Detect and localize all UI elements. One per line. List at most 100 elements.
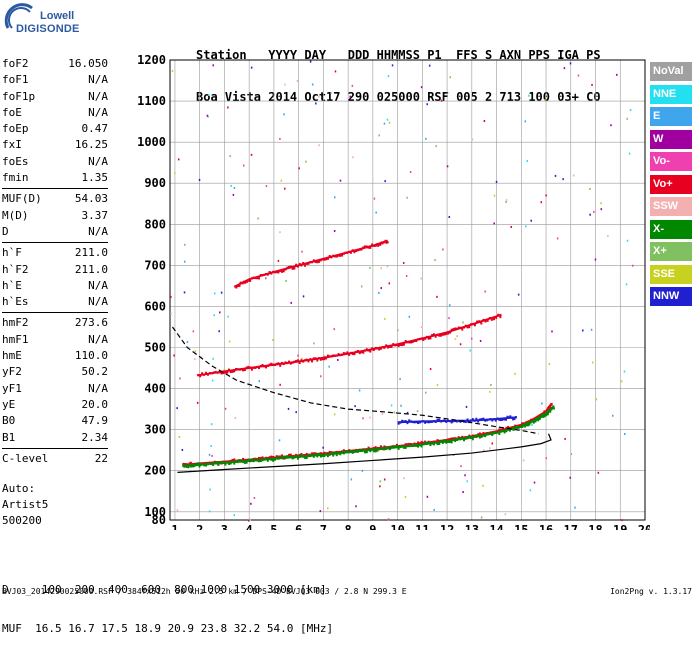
trace-point — [409, 341, 412, 344]
noise-dot — [378, 291, 380, 294]
trace-point — [378, 348, 381, 351]
x-tick-label: 6 — [295, 523, 302, 530]
trace-point — [316, 455, 319, 458]
noise-dot — [242, 164, 245, 167]
logo-lowell-text: Lowell — [40, 10, 75, 22]
trace-point — [401, 419, 404, 422]
param-row: foF1p N/A — [2, 89, 108, 105]
noise-dot — [533, 481, 536, 484]
noise-dot — [522, 459, 525, 462]
trace-point — [348, 353, 351, 356]
trace-point — [385, 446, 388, 449]
noise-dot — [208, 510, 211, 513]
param-row: h`E N/A — [2, 278, 108, 294]
y-tick-label: 700 — [144, 258, 166, 272]
trace-point — [204, 464, 207, 467]
noise-dot — [287, 407, 290, 410]
param-value: 3.37 — [81, 208, 109, 222]
trace-point — [189, 465, 192, 468]
x-tick-label: 11 — [415, 523, 429, 530]
noise-dot — [265, 185, 268, 188]
param-name: C-level — [2, 451, 49, 465]
param-name: h`F — [2, 246, 22, 260]
noise-dot — [541, 402, 543, 405]
param-value: 211.0 — [74, 262, 108, 276]
trace-point — [282, 455, 285, 458]
trace-point — [280, 454, 283, 457]
param-row: yE 20.0 — [2, 397, 108, 413]
noise-dot — [174, 172, 176, 175]
param-value: 273.6 — [74, 316, 108, 330]
noise-dot — [462, 321, 464, 324]
trace-point — [321, 454, 324, 457]
noise-dot — [373, 197, 376, 200]
trace-point — [480, 322, 483, 325]
noise-dot — [590, 328, 593, 331]
noise-dot — [517, 293, 520, 296]
trace-point — [326, 354, 329, 357]
noise-dot — [296, 80, 299, 83]
trace-point — [243, 368, 246, 371]
param-row: h`Es N/A — [2, 294, 108, 310]
trace-point — [351, 352, 354, 356]
trace-point — [427, 337, 430, 340]
noise-dot — [333, 328, 335, 331]
trace-point — [505, 418, 508, 421]
param-value: N/A — [88, 278, 108, 292]
trace-point — [498, 428, 501, 431]
trace-point — [499, 315, 502, 319]
noise-dot — [479, 339, 482, 342]
noise-dot — [284, 187, 286, 190]
trace-point — [417, 445, 420, 448]
noise-dot — [420, 277, 422, 280]
trace-point — [367, 447, 370, 451]
muf-frequency-row: MUF 16.5 16.7 17.5 18.9 20.9 23.8 32.2 5… — [2, 622, 334, 635]
trace-point — [513, 417, 516, 420]
param-name: foF2 — [2, 57, 29, 70]
noise-dot — [213, 314, 215, 317]
noise-dot — [297, 354, 299, 357]
noise-dot — [543, 99, 546, 102]
trace-point — [369, 246, 372, 249]
trace-point — [438, 334, 441, 337]
trace-point — [364, 245, 367, 248]
param-row: foEp 0.47 — [2, 121, 108, 137]
params-separator — [2, 188, 108, 190]
noise-dot — [540, 201, 543, 204]
param-row: foF1 N/A — [2, 72, 108, 88]
noise-dot — [610, 124, 612, 127]
trace-point — [222, 371, 225, 375]
param-value: 22 — [94, 451, 108, 465]
y-tick-label: 800 — [144, 217, 166, 231]
noise-dot — [426, 495, 429, 498]
noise-dot — [360, 285, 363, 288]
x-tick-label: 17 — [564, 523, 578, 530]
trace-point — [358, 448, 361, 451]
noise-dot — [229, 155, 231, 158]
trace-point — [277, 271, 280, 274]
trace-point — [379, 243, 382, 246]
noise-dot — [556, 237, 559, 240]
noise-dot — [409, 171, 412, 174]
profile-line — [177, 433, 552, 473]
noise-dot — [249, 518, 251, 521]
noise-dot — [333, 413, 336, 416]
trace-point — [371, 243, 374, 246]
noise-dot — [227, 106, 229, 109]
trace-point — [355, 448, 358, 452]
noise-dot — [170, 312, 172, 315]
trace-point — [471, 438, 474, 441]
trace-point — [424, 421, 427, 424]
trace-point — [473, 324, 476, 327]
trace-point — [325, 357, 328, 360]
noise-dot — [278, 439, 281, 442]
trace-point — [192, 465, 195, 468]
noise-dot — [358, 389, 361, 392]
trace-point — [475, 434, 478, 437]
trace-point — [326, 454, 329, 458]
noise-dot — [380, 267, 382, 270]
trace-point — [491, 433, 494, 436]
noise-dot — [383, 122, 386, 125]
noise-dot — [212, 64, 214, 67]
trace-point — [337, 353, 340, 356]
